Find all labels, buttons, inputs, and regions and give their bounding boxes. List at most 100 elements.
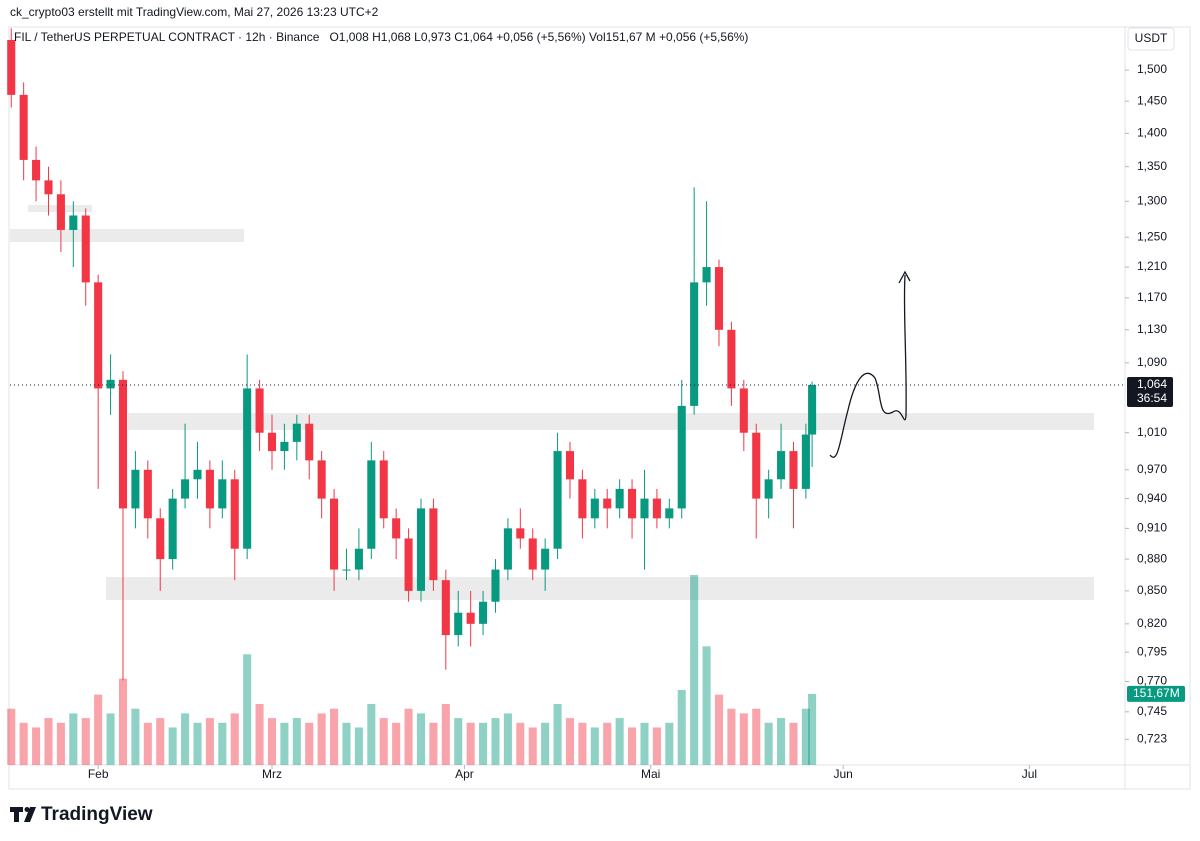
candle-body	[305, 423, 314, 461]
candle-body	[7, 40, 16, 95]
y-tick-label: 0,970	[1137, 462, 1167, 476]
y-tick-label: 1,010	[1137, 425, 1167, 439]
x-tick-label: Feb	[88, 767, 109, 781]
volume-bar	[516, 722, 525, 765]
y-tick-label: 1,170	[1137, 290, 1167, 304]
volume-bar	[491, 718, 500, 765]
candle-body	[739, 388, 748, 433]
candle-body	[342, 569, 351, 571]
volume-bar	[106, 713, 115, 765]
candle-body	[665, 508, 674, 519]
candle-body	[590, 498, 599, 519]
y-tick-label: 0,723	[1137, 731, 1167, 745]
candle-body	[553, 451, 562, 549]
volume-bar	[752, 708, 761, 765]
candle-body	[454, 612, 463, 636]
volume-bar	[205, 718, 214, 765]
volume-bar	[193, 722, 202, 765]
candle-body	[752, 432, 761, 499]
logo-dot	[24, 807, 30, 812]
candle-body	[789, 451, 798, 489]
x-tick-label: Mrz	[262, 767, 282, 781]
volume-bar	[354, 727, 363, 765]
y-tick-label: 0,910	[1137, 521, 1167, 535]
volume-bar	[702, 646, 711, 765]
volume-bar	[392, 722, 401, 765]
volume-bar	[777, 718, 786, 765]
volume-bar	[156, 718, 165, 765]
volume-bar	[19, 722, 28, 765]
countdown: 36:54	[1137, 391, 1167, 405]
volume-bar	[652, 727, 661, 765]
volume-bar	[739, 713, 748, 765]
volume-bar	[454, 718, 463, 765]
candle-body	[479, 601, 488, 624]
y-tick-label: 0,940	[1137, 491, 1167, 505]
volume-bar	[578, 722, 587, 765]
volume-bar	[528, 727, 537, 765]
hand-drawn-arrow	[829, 270, 911, 458]
candle-body	[640, 498, 649, 519]
candle-body	[801, 434, 810, 489]
volume-bar	[305, 722, 314, 765]
volume-bar	[801, 708, 810, 765]
candle-body	[131, 469, 140, 509]
x-tick-label: Jun	[833, 767, 852, 781]
candle-body	[81, 215, 90, 283]
candle-body	[677, 405, 686, 509]
y-tick-label: 1,500	[1137, 62, 1167, 76]
frame	[8, 26, 1191, 790]
credit: ck_crypto03 erstellt mit TradingView.com…	[10, 5, 379, 19]
candle-body	[267, 432, 277, 452]
volume-bar	[267, 718, 277, 765]
y-tick-label: 0,880	[1137, 551, 1167, 565]
candle-body	[690, 282, 699, 406]
volume-bar	[292, 718, 301, 765]
volume-bar	[69, 713, 78, 765]
y-tick-label: 0,820	[1137, 616, 1167, 630]
candle-body	[466, 612, 475, 624]
volume-bar	[379, 718, 388, 765]
volume-bar	[168, 727, 177, 765]
y-tick-label: 1,350	[1137, 159, 1167, 173]
x-tick-label: Mai	[641, 767, 660, 781]
volume-bar	[640, 722, 649, 765]
ohlc-text: O1,008 H1,068 L0,973 C1,064 +0,056 (+5,5…	[329, 30, 748, 44]
last-price-label: 1,064	[1137, 377, 1167, 391]
volume-bar	[7, 708, 16, 765]
candle-body	[255, 388, 264, 433]
y-tick-label: 0,850	[1137, 583, 1167, 597]
currency-box[interactable]	[1127, 27, 1175, 51]
candle-body	[416, 508, 426, 591]
candle-body	[404, 538, 413, 591]
candle-body	[168, 498, 177, 560]
candle-body	[205, 469, 214, 509]
candle-body	[32, 159, 41, 181]
volume-bar	[590, 727, 599, 765]
volume-bar	[466, 722, 475, 765]
y-tick-label: 0,770	[1137, 674, 1167, 688]
candle-body	[193, 469, 202, 480]
currency[interactable]: USDT	[1135, 31, 1168, 45]
volume-bar	[690, 575, 699, 765]
volume-bar	[230, 713, 239, 765]
volume-bar	[429, 722, 438, 765]
candles	[7, 28, 817, 681]
candle-body	[441, 580, 450, 636]
brand: TradingView	[41, 804, 153, 825]
candle-body	[181, 479, 190, 499]
last-price-box	[1127, 376, 1173, 407]
candle-body	[714, 267, 724, 330]
candle-body	[777, 451, 786, 480]
candle-body	[118, 379, 128, 509]
candle-body	[19, 94, 28, 160]
volume-bar	[118, 678, 128, 765]
zone	[106, 577, 1094, 600]
volume-bar	[541, 722, 550, 765]
volume-bar	[94, 694, 103, 765]
candle-body	[243, 388, 252, 549]
y-tick-label: 1,250	[1137, 229, 1167, 243]
volume-bar	[243, 654, 252, 765]
y-tick-label: 1,130	[1137, 322, 1167, 336]
